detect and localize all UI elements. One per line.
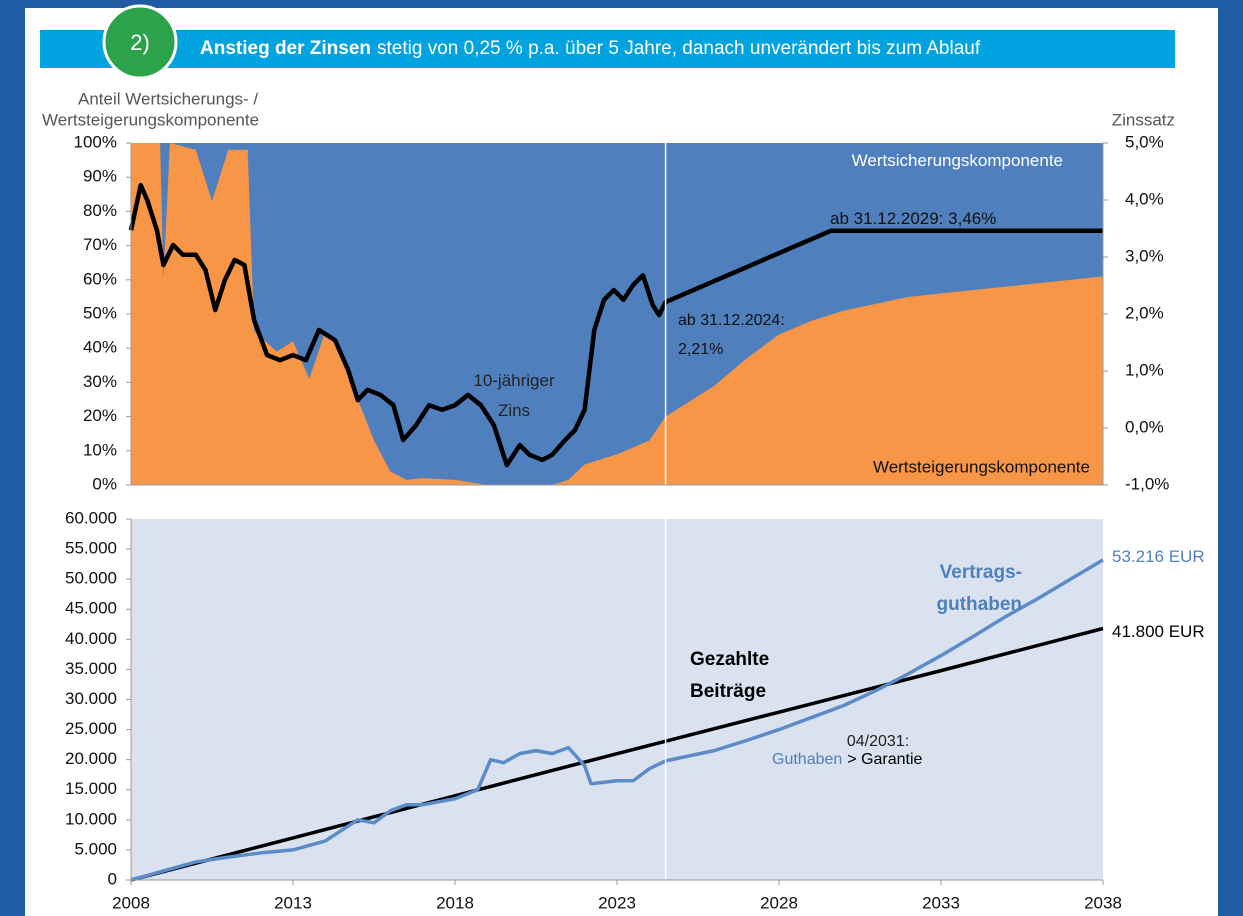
annotation-line: Vertrags- bbox=[940, 562, 1022, 583]
y2-tick-label: 5,0% bbox=[1125, 132, 1164, 151]
annotation-line: 10-jähriger bbox=[473, 371, 555, 390]
line bbox=[130, 626, 1104, 882]
y-tick-label: 10.000 bbox=[65, 809, 117, 828]
area bbox=[131, 143, 1103, 485]
y-tick-label: 90% bbox=[83, 167, 117, 186]
y-tick-label: 55.000 bbox=[65, 539, 117, 558]
y2-tick-label: 4,0% bbox=[1125, 189, 1164, 208]
y-tick-label: 60% bbox=[83, 269, 117, 288]
y-tick-label: 5.000 bbox=[74, 839, 117, 858]
y-tick-label: 30.000 bbox=[65, 689, 117, 708]
annotation-line: 41.800 EUR bbox=[1112, 622, 1205, 641]
x-tick-label: 2038 bbox=[1084, 893, 1122, 912]
y-tick-label: 10% bbox=[83, 440, 117, 459]
y-tick-label: 35.000 bbox=[65, 659, 117, 678]
annotation: 10-jähriger Zins bbox=[473, 371, 555, 420]
annotation-line: 2,21% bbox=[678, 341, 723, 358]
annotation: Gezahlte Beiträge bbox=[690, 649, 769, 702]
annotation: 04/2031: bbox=[847, 733, 909, 750]
annotation-line: ab 31.12.2024: bbox=[678, 312, 785, 329]
annotation-line: Zins bbox=[498, 401, 530, 420]
x-tick-label: 2023 bbox=[598, 893, 636, 912]
header-title-rest: stetig von 0,25 % p.a. über 5 Jahre, dan… bbox=[377, 38, 981, 59]
charts: 0% 10% 20% 30% 40% 50% 60% 70% 80% 90% 100% -1,0% 0,… bbox=[42, 89, 1205, 912]
y-tick-label: 40% bbox=[83, 338, 117, 357]
y-tick-label: 25.000 bbox=[65, 719, 117, 738]
y-tick-label: 80% bbox=[83, 201, 117, 220]
y-tick-label: 50% bbox=[83, 303, 117, 322]
x-tick-label: 2013 bbox=[274, 893, 312, 912]
annotation: 53.216 EUR bbox=[1112, 547, 1205, 566]
annotation: 41.800 EUR bbox=[1112, 622, 1205, 641]
x-tick-label: 2033 bbox=[922, 893, 960, 912]
annotation-line: > Garantie bbox=[847, 751, 922, 768]
y-tick-label: 100% bbox=[74, 132, 117, 151]
y-tick-label: 15.000 bbox=[65, 779, 117, 798]
y2-tick-label: 0,0% bbox=[1125, 417, 1164, 436]
annotation-line: 53.216 EUR bbox=[1112, 547, 1205, 566]
x-tick-label: 2028 bbox=[760, 893, 798, 912]
y2-tick-label: 3,0% bbox=[1125, 246, 1164, 265]
annotation-line: Gezahlte bbox=[690, 649, 769, 670]
annotation-line: Wertsicherungskomponente bbox=[852, 151, 1063, 170]
annotation: ab 31.12.2024: 2,21% bbox=[678, 312, 785, 358]
y-tick-label: 0 bbox=[108, 869, 117, 888]
badge-label: 2) bbox=[130, 30, 150, 55]
y2-tick-label: 2,0% bbox=[1125, 303, 1164, 322]
annotation: ab 31.12.2029: 3,46% bbox=[830, 209, 996, 228]
annotation-line: 04/2031: bbox=[847, 733, 909, 750]
y-tick-label: 45.000 bbox=[65, 599, 117, 618]
series-label: Wertsteigerungskomponente bbox=[873, 457, 1090, 476]
y-tick-label: 60.000 bbox=[65, 508, 117, 527]
y-tick-label: 70% bbox=[83, 235, 117, 254]
annotation: Guthaben > Garantie bbox=[772, 751, 923, 768]
annotation: Vertrags-guthaben bbox=[937, 562, 1023, 615]
annotation-line: Beiträge bbox=[690, 681, 766, 702]
header-title-bold: Anstieg der Zinsen bbox=[200, 38, 371, 59]
header-bar bbox=[40, 30, 1175, 68]
header-title: Anstieg der Zinsen stetig von 0,25 % p.a.… bbox=[200, 38, 981, 59]
y-axis-title: Wertsteigerungskomponente bbox=[42, 110, 259, 129]
x-tick-label: 2018 bbox=[436, 893, 474, 912]
annotation: Wertsicherungskomponente bbox=[852, 151, 1063, 170]
y-tick-label: 20.000 bbox=[65, 749, 117, 768]
badge bbox=[102, 4, 178, 80]
annotation-line: guthaben bbox=[937, 594, 1023, 615]
y-tick-label: 0% bbox=[92, 474, 117, 493]
y2-axis-title: Zinssatz bbox=[1112, 110, 1175, 129]
y-tick-label: 20% bbox=[83, 406, 117, 425]
annotation-line: Guthaben bbox=[772, 751, 842, 768]
y-tick-label: 50.000 bbox=[65, 569, 117, 588]
plot-background bbox=[131, 519, 1103, 880]
y-tick-label: 30% bbox=[83, 372, 117, 391]
x-tick-label: 2008 bbox=[112, 893, 150, 912]
y-axis-title: Anteil Wertsicherungs- / bbox=[78, 89, 258, 108]
y2-tick-label: 1,0% bbox=[1125, 360, 1164, 379]
line bbox=[130, 558, 1104, 882]
line bbox=[128, 182, 1103, 468]
annotation-line: ab 31.12.2029: 3,46% bbox=[830, 209, 996, 228]
y2-tick-label: -1,0% bbox=[1125, 474, 1169, 493]
y-tick-label: 40.000 bbox=[65, 629, 117, 648]
